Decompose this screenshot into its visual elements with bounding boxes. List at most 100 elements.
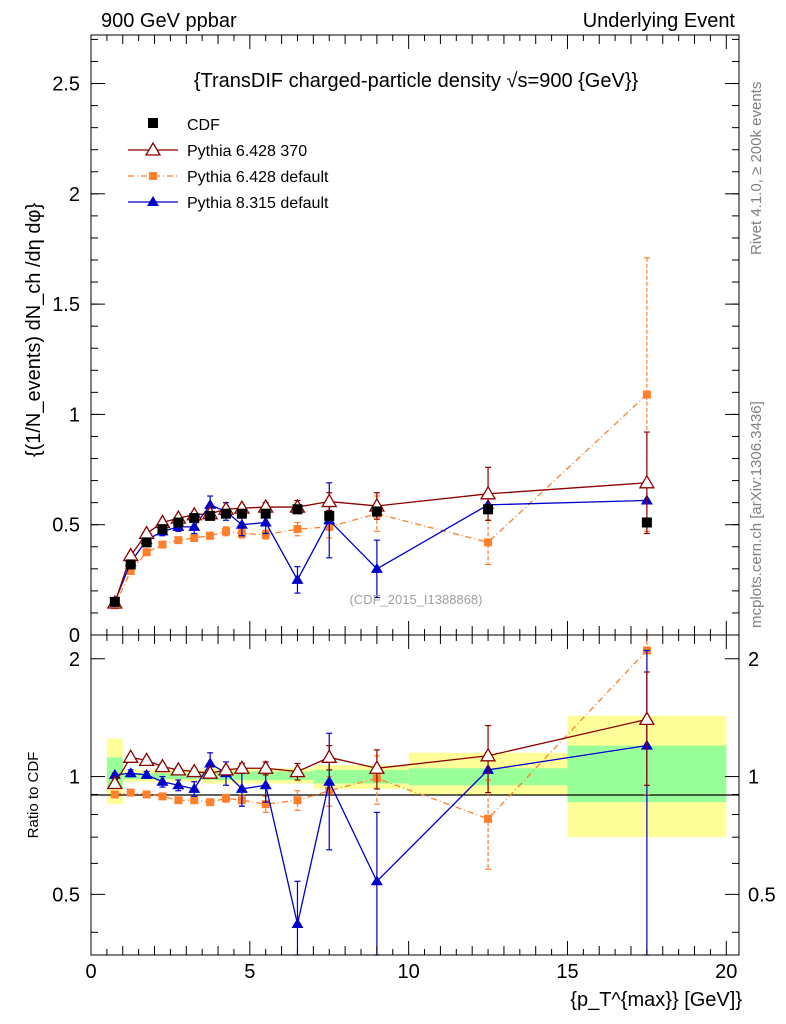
ratio-band-green bbox=[202, 771, 314, 780]
pythia-6-428-default-point bbox=[126, 788, 135, 797]
pythia-6-428-default-line bbox=[114, 650, 648, 820]
pythia-6-428-default-point bbox=[158, 792, 167, 801]
ratio-y-tick-label-left: 1 bbox=[69, 767, 80, 789]
pythia-6-428-370-point bbox=[106, 775, 123, 790]
legend: CDF Pythia 6.428 370 Pythia 6.428 defaul… bbox=[128, 117, 329, 212]
pythia-8-315-default-point bbox=[188, 520, 201, 531]
ratio-band-green bbox=[313, 769, 409, 784]
cdf-point bbox=[125, 559, 136, 570]
main-y-tick-label: 1 bbox=[69, 404, 80, 426]
x-tick-label: 5 bbox=[244, 961, 255, 983]
rivet-label: Rivet 4.1.0, ≥ 200k events bbox=[748, 82, 765, 255]
source-label: mcplots.cern.ch [arXiv:1306.3436] bbox=[748, 401, 765, 628]
pythia-6-428-default-point bbox=[261, 800, 270, 809]
pythia-6-428-default-point bbox=[642, 390, 651, 399]
legend-entry-pythia6-370: Pythia 6.428 370 bbox=[128, 141, 307, 160]
pythia-8-315-default-point bbox=[204, 498, 217, 509]
pythia-6-428-370-point bbox=[638, 474, 656, 489]
pythia-8-315-default-point bbox=[323, 775, 336, 786]
pythia-6-428-default-point bbox=[174, 796, 183, 805]
pythia-6-428-default-point bbox=[293, 796, 302, 805]
pythia-6-428-default-point bbox=[484, 538, 493, 547]
main-y-tick-label: 0.5 bbox=[52, 515, 80, 537]
pythia-8-315-default-point bbox=[124, 767, 137, 778]
pythia-6-428-370-point bbox=[170, 761, 187, 776]
x-tick-label: 20 bbox=[715, 961, 737, 983]
pythia-6-428-default-point bbox=[206, 531, 215, 540]
pythia-6-428-370-point bbox=[186, 763, 203, 778]
main-y-tick-label: 2.5 bbox=[52, 74, 80, 96]
legend-marker-cdf bbox=[148, 118, 158, 128]
pythia-8-315-default-point bbox=[291, 918, 304, 929]
pythia-8-315-default-point bbox=[108, 768, 121, 779]
pythia-8-315-default-point bbox=[235, 518, 248, 529]
pythia-6-428-370-point bbox=[138, 525, 155, 540]
x-axis-label: {p_T^{max}} [GeV]} bbox=[570, 989, 742, 1011]
legend-marker-pythia8 bbox=[147, 196, 159, 206]
pythia-6-428-370-point bbox=[479, 485, 497, 500]
pythia-6-428-default-point bbox=[206, 798, 215, 807]
ratio-y-axis-label: Ratio to CDF bbox=[25, 752, 42, 839]
ratio-y-tick-label-right: 0.5 bbox=[748, 884, 776, 906]
cdf-point bbox=[205, 510, 216, 521]
legend-entry-pythia6-default: Pythia 6.428 default bbox=[128, 169, 329, 186]
cdf-point bbox=[292, 504, 303, 515]
legend-label-pythia6-370: Pythia 6.428 370 bbox=[187, 143, 307, 160]
cdf-point bbox=[260, 508, 271, 519]
pythia-6-428-default-point bbox=[142, 548, 151, 557]
main-y-axis-label: {(1/N_events) dN_ch /dη dφ} bbox=[23, 203, 45, 458]
main-y-tick-label: 0 bbox=[69, 625, 80, 647]
pythia-6-428-default-point bbox=[126, 567, 135, 576]
legend-marker-pythia6-default bbox=[149, 172, 157, 180]
pythia-6-428-default-point bbox=[110, 790, 119, 799]
pythia-6-428-default-line bbox=[114, 394, 648, 606]
pythia-6-428-370-point bbox=[201, 764, 219, 779]
pythia-8-315-default-point bbox=[370, 562, 383, 573]
pythia-6-428-370-point bbox=[479, 747, 497, 762]
x-tick-label: 15 bbox=[556, 961, 578, 983]
cdf-point bbox=[371, 506, 382, 517]
pythia-6-428-370-point bbox=[217, 761, 235, 776]
pythia-8-315-default-point bbox=[156, 775, 169, 786]
pythia-8-315-default-point bbox=[172, 779, 185, 790]
pythia-6-428-370-point bbox=[154, 758, 171, 773]
pythia-8-315-default-point bbox=[370, 875, 383, 886]
cdf-point bbox=[641, 517, 652, 528]
cdf-point bbox=[109, 596, 120, 607]
main-axis-ticks: 0.5 1 1.5 2 2.5 0 bbox=[52, 35, 739, 647]
ratio-panel: 0.5 0.51 12 20 5 10 15 20 Ratio to CDF {p_T^{ma… bbox=[25, 634, 776, 1011]
pythia-8-315-default-point bbox=[188, 782, 201, 793]
pythia-6-428-370-point bbox=[122, 749, 139, 763]
cdf-point bbox=[236, 508, 247, 519]
pythia-6-428-370-point bbox=[638, 711, 656, 726]
ratio-plot-marks bbox=[106, 634, 656, 956]
main-y-tick-label: 1.5 bbox=[52, 294, 80, 316]
pythia-6-428-default-point bbox=[293, 525, 302, 534]
legend-label-pythia6-default: Pythia 6.428 default bbox=[187, 169, 329, 186]
watermark: (CDF_2015_I1388868) bbox=[350, 592, 483, 607]
pythia-8-315-default-point bbox=[259, 779, 272, 790]
cdf-point bbox=[189, 513, 200, 524]
pythia-6-428-default-point bbox=[174, 536, 183, 545]
main-plot-marks bbox=[106, 257, 656, 610]
legend-entry-pythia8: Pythia 8.315 default bbox=[128, 195, 329, 212]
ratio-y-tick-label-right: 2 bbox=[748, 649, 759, 671]
ratio-y-tick-label-left: 2 bbox=[69, 649, 80, 671]
pythia-6-428-370-point bbox=[321, 493, 338, 508]
cdf-point bbox=[141, 537, 152, 548]
pythia-8-315-default-point bbox=[291, 573, 304, 584]
pythia-6-428-default-point bbox=[190, 796, 199, 805]
x-tick-label: 10 bbox=[398, 961, 420, 983]
header-left: 900 GeV ppbar bbox=[101, 10, 237, 32]
pythia-6-428-default-point bbox=[261, 530, 270, 539]
ratio-y-tick-label-left: 0.5 bbox=[52, 884, 80, 906]
main-title: {TransDIF charged-particle density √s=90… bbox=[194, 70, 639, 92]
ratio-axis-ticks: 0.5 0.51 12 20 5 10 15 20 bbox=[52, 635, 776, 983]
pythia-6-428-default-point bbox=[190, 533, 199, 542]
cdf-point bbox=[221, 508, 231, 519]
pythia-8-315-default-point bbox=[204, 757, 217, 768]
pythia-6-428-370-point bbox=[289, 763, 306, 778]
pythia-8-315-default-point bbox=[259, 516, 272, 527]
main-panel: 0.5 1 1.5 2 2.5 0 {TransDIF charged-particle … bbox=[23, 34, 740, 647]
